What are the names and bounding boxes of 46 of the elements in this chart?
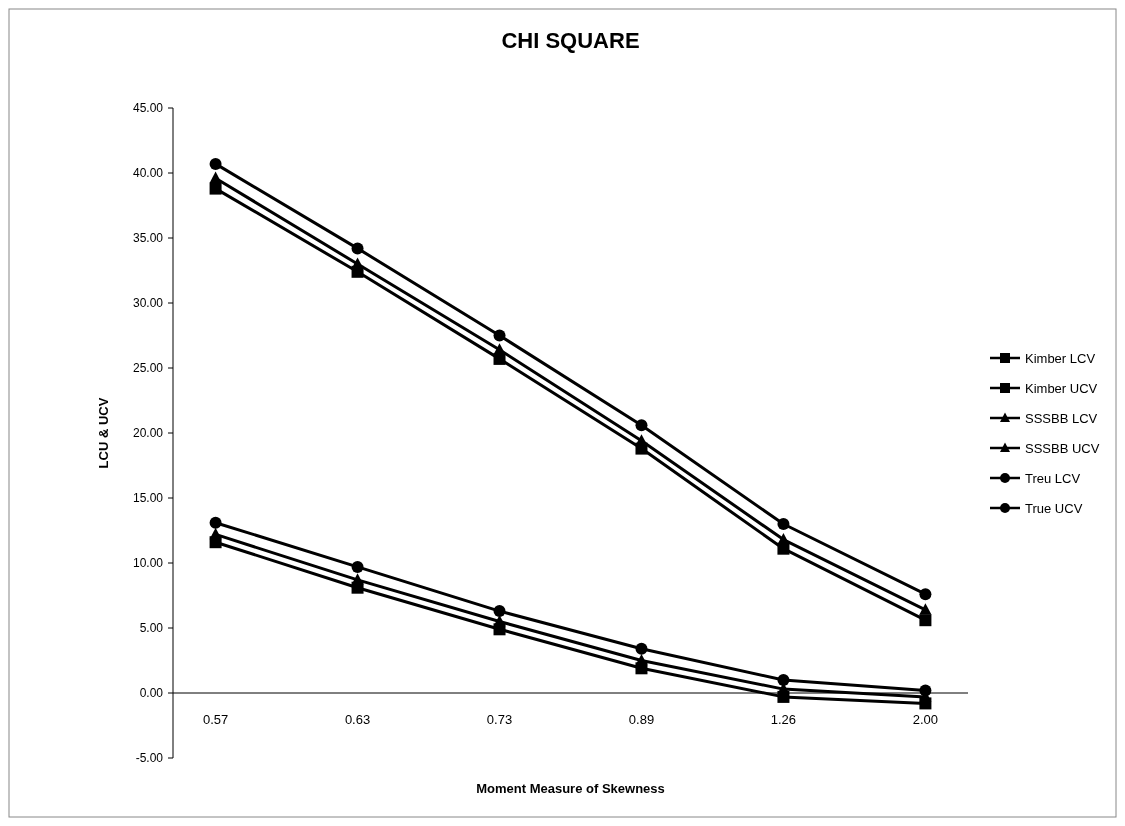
point (635, 653, 648, 666)
y-tick-label: 25.00 (132, 361, 164, 376)
point (777, 518, 790, 530)
x-tick-label: 1.26 (770, 711, 797, 727)
point (351, 242, 364, 255)
y-axis-title: LCU & UCV (96, 397, 111, 469)
point (209, 182, 222, 195)
legend-label: SSSBB UCV (1025, 440, 1100, 456)
point (351, 560, 364, 573)
point (209, 527, 222, 540)
x-tick-label: 0.89 (628, 711, 655, 727)
point (493, 329, 506, 342)
point (493, 605, 506, 618)
point (209, 157, 222, 170)
x-axis-title: Moment Measure of Skewness (476, 781, 665, 796)
point (919, 614, 932, 627)
legend-label: Kimber LCV (1025, 350, 1096, 366)
y-tick-label: 10.00 (132, 556, 164, 571)
x-tick-label: 0.63 (344, 711, 371, 727)
y-tick-label: 20.00 (132, 426, 164, 441)
legend-label: Kimber UCV (1025, 380, 1098, 396)
y-tick-label: 45.00 (132, 101, 164, 116)
y-tick-label: 40.00 (132, 166, 164, 181)
point (777, 542, 790, 555)
point (919, 603, 932, 615)
point (209, 171, 222, 183)
legend-label: True UCV (1025, 500, 1083, 516)
y-tick-label: -5.00 (135, 751, 164, 766)
x-tick-label: 2.00 (912, 711, 939, 727)
point (209, 516, 222, 529)
y-tick-label: 15.00 (132, 491, 164, 506)
point (635, 419, 648, 432)
point (919, 588, 932, 601)
y-tick-label: 35.00 (132, 231, 164, 246)
point (919, 684, 932, 697)
y-tick-label: 30.00 (132, 296, 164, 311)
legend-label: SSSBB LCV (1025, 410, 1098, 426)
point (777, 674, 790, 686)
point (635, 642, 648, 655)
y-tick-label: 0.00 (139, 686, 164, 701)
x-tick-label: 0.57 (202, 711, 229, 727)
x-tick-label: 0.73 (486, 711, 513, 727)
legend-label: Treu LCV (1025, 470, 1081, 486)
y-tick-label: 5.00 (139, 621, 164, 636)
chart-title: CHI SQUARE (501, 28, 640, 53)
point (777, 533, 790, 545)
